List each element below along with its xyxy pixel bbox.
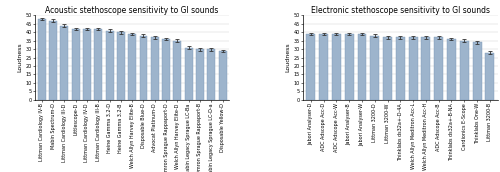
Bar	[162, 39, 170, 100]
Bar	[319, 34, 328, 100]
Bar	[422, 37, 430, 100]
Bar	[472, 42, 482, 100]
Bar	[370, 36, 379, 100]
Bar	[383, 37, 392, 100]
Bar	[106, 31, 114, 100]
Bar	[358, 34, 366, 100]
Bar	[128, 34, 136, 100]
Bar	[486, 53, 494, 100]
Bar	[447, 39, 456, 100]
Bar	[60, 26, 68, 100]
Bar	[184, 47, 192, 100]
Bar	[218, 51, 226, 100]
Bar	[151, 37, 158, 100]
Bar	[460, 41, 468, 100]
Bar	[208, 49, 215, 100]
Bar	[408, 37, 418, 100]
Title: Electronic stethoscope sensitivity to GI sounds: Electronic stethoscope sensitivity to GI…	[311, 6, 490, 15]
Y-axis label: Loudness: Loudness	[18, 43, 22, 72]
Bar	[49, 20, 57, 100]
Bar	[344, 34, 354, 100]
Bar	[72, 29, 80, 100]
Title: Acoustic stethoscope sensitivity to GI sounds: Acoustic stethoscope sensitivity to GI s…	[46, 6, 219, 15]
Y-axis label: Loudness: Loudness	[286, 43, 290, 72]
Bar	[434, 37, 443, 100]
Bar	[83, 29, 91, 100]
Bar	[94, 29, 102, 100]
Bar	[396, 37, 405, 100]
Bar	[306, 34, 316, 100]
Bar	[140, 36, 147, 100]
Bar	[174, 41, 182, 100]
Bar	[38, 19, 46, 100]
Bar	[196, 49, 204, 100]
Bar	[117, 32, 125, 100]
Bar	[332, 34, 341, 100]
